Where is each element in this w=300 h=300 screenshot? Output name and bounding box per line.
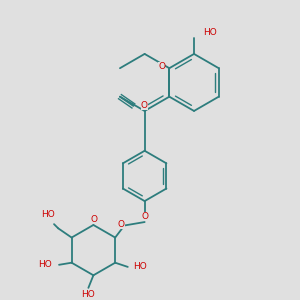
Text: HO: HO — [133, 262, 147, 272]
Text: HO: HO — [39, 260, 52, 269]
Text: O: O — [141, 212, 148, 221]
Text: HO: HO — [41, 210, 55, 219]
Text: O: O — [158, 61, 165, 70]
Text: O: O — [141, 101, 148, 110]
Text: O: O — [118, 220, 125, 229]
Text: O: O — [91, 215, 98, 224]
Text: HO: HO — [203, 28, 217, 37]
Text: HO: HO — [82, 290, 95, 299]
